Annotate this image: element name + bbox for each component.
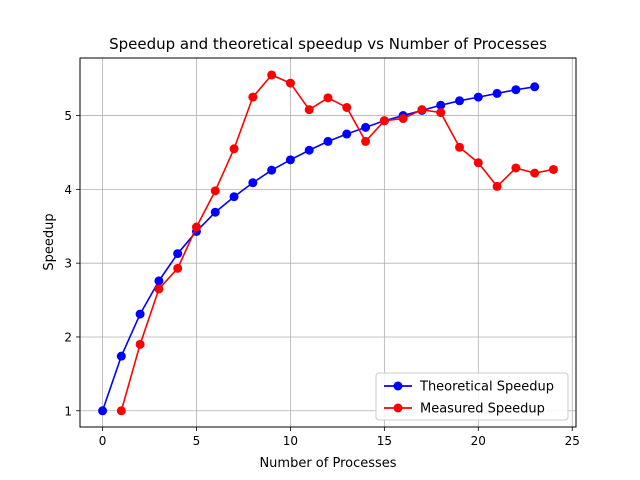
data-point-measured (116, 406, 126, 416)
x-tick-label: 10 (283, 434, 298, 448)
y-tick-label: 5 (64, 109, 72, 123)
y-tick-label: 2 (64, 330, 72, 344)
legend-label-theoretical: Theoretical Speedup (419, 380, 554, 395)
data-point-measured (379, 116, 389, 126)
y-tick-label: 4 (64, 183, 72, 197)
data-point-measured (248, 92, 258, 102)
y-axis-label: Speedup (42, 213, 57, 270)
data-point-theoretical (248, 178, 258, 188)
data-point-measured (191, 222, 201, 232)
data-point-theoretical (173, 249, 183, 259)
legend-label-measured: Measured Speedup (420, 402, 545, 417)
data-point-theoretical (473, 92, 483, 102)
data-point-theoretical (342, 129, 352, 139)
data-point-measured (511, 163, 521, 173)
legend: Theoretical Speedup Measured Speedup (375, 372, 569, 421)
data-point-theoretical (323, 136, 333, 146)
data-point-measured (530, 168, 540, 178)
legend-marker-theoretical (393, 381, 403, 391)
data-point-measured (323, 93, 333, 103)
data-point-theoretical (116, 351, 126, 361)
chart-title: Speedup and theoretical speedup vs Numbe… (109, 35, 547, 53)
legend-box (375, 372, 569, 421)
x-tick-label: 20 (471, 434, 486, 448)
y-tick-label: 3 (64, 257, 72, 271)
data-point-theoretical (361, 122, 371, 132)
data-point-theoretical (135, 309, 145, 319)
data-point-theoretical (229, 192, 239, 202)
data-point-measured (342, 102, 352, 112)
data-point-theoretical (455, 96, 465, 106)
data-point-theoretical (210, 207, 220, 217)
data-point-measured (417, 105, 427, 115)
x-tick-label: 5 (193, 434, 201, 448)
grid (80, 58, 576, 427)
data-point-theoretical (492, 88, 502, 98)
data-point-measured (285, 78, 295, 88)
data-point-measured (173, 263, 183, 273)
data-point-theoretical (511, 85, 521, 95)
data-point-theoretical (436, 100, 446, 110)
series-line-measured (120, 74, 554, 411)
legend-marker-measured (393, 403, 403, 413)
data-point-measured (436, 108, 446, 118)
series-layer (98, 70, 558, 416)
data-point-measured (361, 136, 371, 146)
data-point-measured (492, 181, 502, 191)
data-point-measured (473, 158, 483, 168)
y-tick-label: 1 (64, 404, 72, 418)
data-point-theoretical (285, 155, 295, 165)
data-point-measured (398, 114, 408, 124)
data-point-measured (135, 339, 145, 349)
data-point-measured (304, 105, 314, 115)
data-point-measured (267, 70, 277, 80)
x-tick-label: 25 (565, 434, 580, 448)
ticks: 0 5 10 15 20 25 1 2 3 4 5 (64, 109, 580, 448)
data-point-measured (455, 142, 465, 152)
data-point-theoretical (154, 276, 164, 286)
data-point-theoretical (267, 165, 277, 175)
data-point-measured (229, 144, 239, 154)
x-axis-label: Number of Processes (259, 456, 396, 471)
data-point-theoretical (530, 82, 540, 92)
data-point-measured (210, 186, 220, 196)
data-point-measured (154, 284, 164, 294)
data-point-theoretical (304, 145, 314, 155)
x-tick-label: 15 (377, 434, 392, 448)
x-tick-label: 0 (99, 434, 107, 448)
data-point-theoretical (98, 406, 108, 416)
plot-frame (79, 57, 577, 428)
data-point-measured (548, 164, 558, 174)
